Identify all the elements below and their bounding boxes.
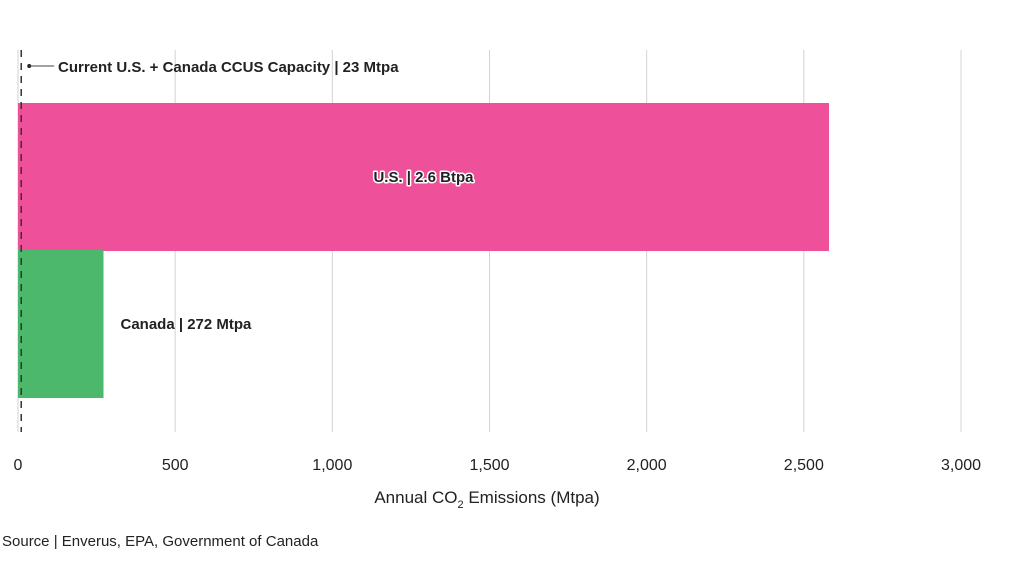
x-tick-label: 2,500 [784,457,824,474]
bar-value-label: U.S. | 2.6 Btpa [373,169,474,186]
x-tick-label: 500 [162,457,189,474]
bar-canada [18,250,104,398]
bar-value-label: Canada | 272 Mtpa [120,316,252,333]
x-tick-label: 0 [14,457,23,474]
x-tick-label: 3,000 [941,457,981,474]
x-axis-label: Annual CO2 Emissions (Mtpa) [374,488,599,511]
x-tick-label: 1,000 [312,457,352,474]
x-tick-label: 2,000 [627,457,667,474]
ccus-capacity-annotation: Current U.S. + Canada CCUS Capacity | 23… [58,59,399,76]
x-tick-label: 1,500 [469,457,509,474]
reference-line: Current U.S. + Canada CCUS Capacity | 23… [20,50,399,432]
bar-us [18,103,829,251]
source-note: Source | Enverus, EPA, Government of Can… [2,533,319,550]
bars: U.S. | 2.6 Btpa Canada | 272 Mtpa [18,103,829,398]
x-axis-ticks: 0 500 1,000 1,500 2,000 2,500 3,000 [14,457,982,474]
